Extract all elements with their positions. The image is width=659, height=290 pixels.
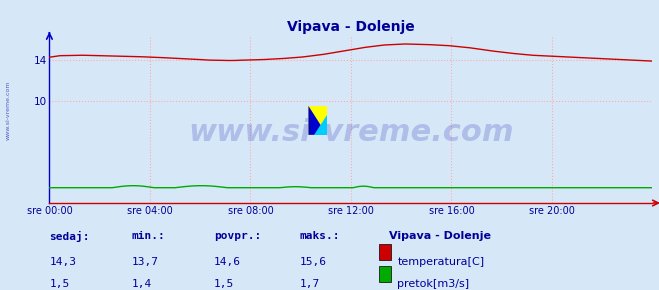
Polygon shape — [308, 106, 327, 135]
Text: povpr.:: povpr.: — [214, 231, 262, 240]
Text: 14,3: 14,3 — [49, 257, 76, 267]
Text: 1,7: 1,7 — [300, 279, 320, 289]
Text: 14,6: 14,6 — [214, 257, 241, 267]
Polygon shape — [314, 115, 327, 135]
Title: Vipava - Dolenje: Vipava - Dolenje — [287, 20, 415, 34]
Text: min.:: min.: — [132, 231, 165, 240]
Text: 1,5: 1,5 — [49, 279, 70, 289]
Text: pretok[m3/s]: pretok[m3/s] — [397, 279, 469, 289]
Text: temperatura[C]: temperatura[C] — [397, 257, 484, 267]
Text: www.si-vreme.com: www.si-vreme.com — [188, 118, 514, 147]
Text: maks.:: maks.: — [300, 231, 340, 240]
Text: sedaj:: sedaj: — [49, 231, 90, 242]
Text: 1,5: 1,5 — [214, 279, 235, 289]
Text: Vipava - Dolenje: Vipava - Dolenje — [389, 231, 491, 240]
Text: 1,4: 1,4 — [132, 279, 152, 289]
Text: 15,6: 15,6 — [300, 257, 327, 267]
Text: www.si-vreme.com: www.si-vreme.com — [6, 80, 11, 140]
Text: 13,7: 13,7 — [132, 257, 159, 267]
